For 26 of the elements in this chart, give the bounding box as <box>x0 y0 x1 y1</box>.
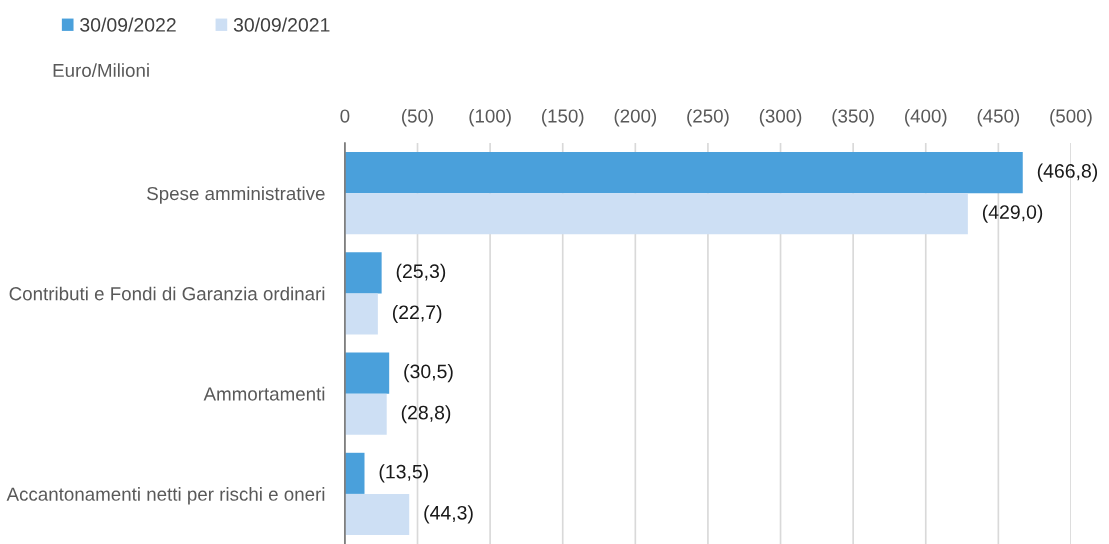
data-label: (466,8) <box>1037 163 1098 182</box>
x-tick-label: (300) <box>759 108 802 127</box>
x-tick-label: (250) <box>687 108 729 127</box>
data-label: (25,3) <box>396 263 446 282</box>
x-tick-label: (350) <box>832 108 874 127</box>
legend-label: 30/09/2021 <box>233 17 330 32</box>
x-tick-label: (100) <box>469 108 511 127</box>
x-tick-label: (400) <box>905 108 947 127</box>
x-tick-label: (200) <box>614 108 657 127</box>
y-tick-label: Accantonamenti netti per rischi e oneri <box>6 487 325 505</box>
data-label: (30,5) <box>404 364 453 383</box>
x-tick-label: (150) <box>542 108 584 127</box>
x-tick-label: (50) <box>402 108 434 127</box>
x-tick-label: (450) <box>977 108 1020 127</box>
data-label: (44,3) <box>424 505 473 524</box>
y-tick-label: Contributi e Fondi di Garanzia ordinari <box>9 286 325 301</box>
data-label: (13,5) <box>379 464 428 483</box>
data-label: (22,7) <box>392 304 442 324</box>
y-tick-label: Ammortamenti <box>203 386 325 401</box>
y-tick-label: Spese amministrative <box>147 186 325 204</box>
data-label: (429,0) <box>982 204 1043 223</box>
x-tick-label: (500) <box>1050 108 1092 127</box>
data-label: (28,8) <box>401 405 451 424</box>
x-tick-label: 0 <box>340 109 350 123</box>
legend-label: 30/09/2022 <box>80 17 176 32</box>
text: Euro/Milioni <box>53 63 149 78</box>
